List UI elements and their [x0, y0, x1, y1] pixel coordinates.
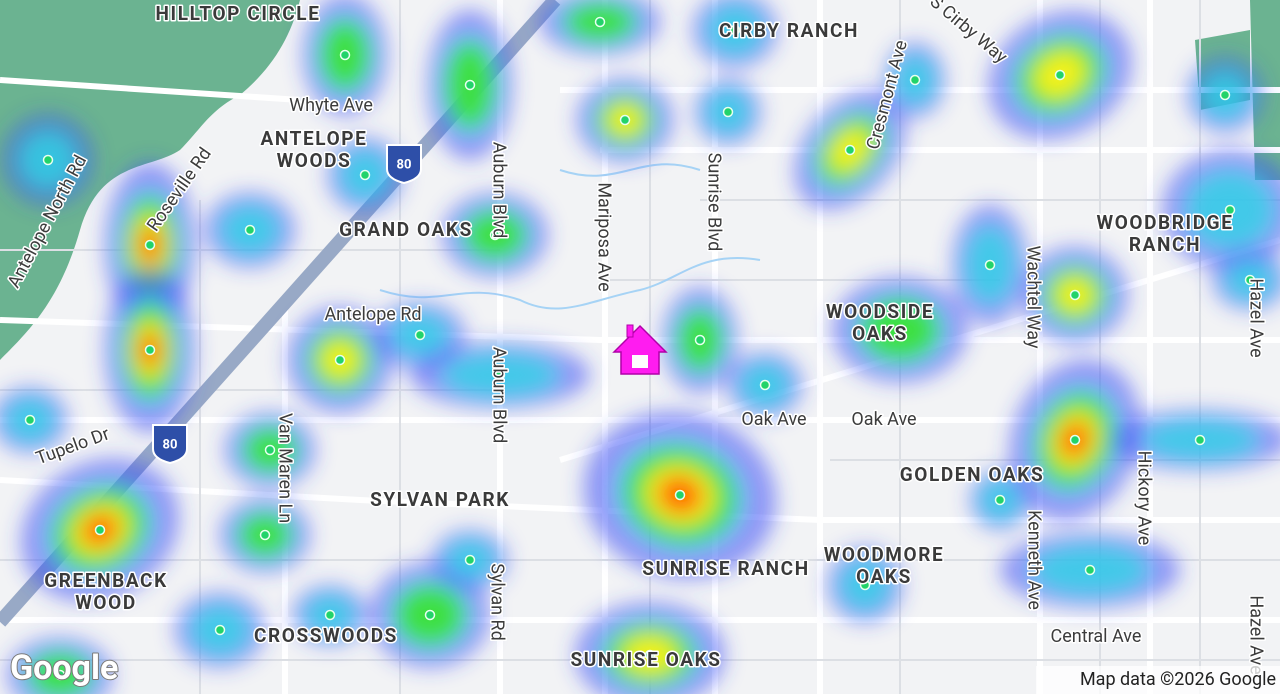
- street-label: Auburn Blvd: [488, 347, 509, 443]
- point: [54, 669, 66, 681]
- neighborhood-label: GOLDEN OAKS: [900, 463, 1045, 486]
- neighborhood-label: GREENBACK: [44, 569, 168, 592]
- point: [694, 334, 706, 346]
- point: [414, 329, 426, 341]
- point: [494, 369, 506, 381]
- google-logo: Google: [10, 648, 118, 688]
- point: [859, 579, 871, 591]
- home-marker: [612, 324, 668, 375]
- street-label: Wachtel Way: [1022, 246, 1043, 349]
- street-label: Hickory Ave: [1133, 451, 1154, 546]
- street-label: Whyte Ave: [289, 95, 373, 116]
- point: [674, 489, 686, 501]
- point: [994, 494, 1006, 506]
- point: [759, 379, 771, 391]
- point: [1219, 89, 1231, 101]
- point: [464, 79, 476, 91]
- shield-shape: [386, 144, 422, 185]
- point: [144, 239, 156, 251]
- street-label: Central Ave: [1051, 626, 1142, 647]
- point: [1244, 274, 1256, 286]
- point: [1084, 564, 1096, 576]
- point: [24, 414, 36, 426]
- point: [339, 49, 351, 61]
- point: [1054, 69, 1066, 81]
- waterways: [379, 163, 761, 310]
- street-label: Oak Ave: [741, 409, 806, 430]
- point: [259, 529, 271, 541]
- neighborhood-label: RANCH: [1129, 233, 1201, 256]
- point: [909, 74, 921, 86]
- point: [424, 609, 436, 621]
- neighborhood-label: CROSSWOODS: [254, 624, 398, 647]
- point: [984, 259, 996, 271]
- street-label: Hazel Ave: [1245, 595, 1266, 674]
- highway-shield: 80: [386, 144, 422, 185]
- shield-number: 80: [163, 437, 178, 452]
- point: [244, 224, 256, 236]
- attribution-bg: [1036, 666, 1280, 694]
- street-label: Mariposa Ave: [593, 182, 614, 291]
- point: [214, 624, 226, 636]
- street-label: Kenneth Ave: [1023, 510, 1044, 610]
- street-label: Sunrise Blvd: [703, 153, 724, 252]
- point: [334, 354, 346, 366]
- neighborhood-label: CIRBY RANCH: [719, 19, 859, 42]
- neighborhood-label: WOODMORE: [824, 543, 945, 566]
- point: [644, 649, 656, 661]
- point: [894, 324, 906, 336]
- street-label: Hazel Ave: [1245, 278, 1266, 357]
- neighborhood-label: SUNRISE RANCH: [642, 557, 809, 580]
- point: [94, 524, 106, 536]
- neighborhood-label: WOODS: [277, 149, 352, 172]
- point: [489, 229, 501, 241]
- point: [359, 169, 371, 181]
- neighborhood-label: HILLTOP CIRCLE: [156, 2, 321, 25]
- street-label: Van Maren Ln: [274, 413, 295, 523]
- point: [844, 144, 856, 156]
- point: [722, 106, 734, 118]
- point: [1069, 289, 1081, 301]
- highway-shield: 80: [152, 424, 188, 465]
- street-label: Antelope Rd: [324, 304, 421, 325]
- neighborhood-label: WOOD: [75, 591, 137, 614]
- points: [24, 16, 1256, 681]
- point: [1069, 434, 1081, 446]
- shield-shape: [152, 424, 188, 465]
- neighborhood-label: GRAND OAKS: [339, 218, 473, 241]
- point: [464, 554, 476, 566]
- point: [264, 444, 276, 456]
- neighborhood-label: WOODSIDE: [826, 300, 934, 323]
- point: [1224, 204, 1236, 216]
- street-label: Auburn Blvd: [488, 142, 509, 238]
- neighborhood-label: OAKS: [852, 322, 908, 345]
- neighborhood-label: SYLVAN PARK: [370, 488, 510, 511]
- neighborhood-label: ANTELOPE: [261, 127, 368, 150]
- neighborhood-label: WOODBRIDGE: [1096, 211, 1233, 234]
- street-label: Sylvan Rd: [486, 563, 507, 641]
- attribution: Map data ©2026 Google: [1080, 669, 1276, 690]
- neighborhood-label: OAKS: [856, 565, 912, 588]
- point: [42, 154, 54, 166]
- point: [729, 24, 741, 36]
- point: [144, 344, 156, 356]
- point: [594, 16, 606, 28]
- neighborhood-label: SUNRISE OAKS: [570, 648, 721, 671]
- point: [619, 114, 631, 126]
- point: [324, 609, 336, 621]
- point: [1194, 434, 1206, 446]
- shield-number: 80: [397, 157, 412, 172]
- street-label: Oak Ave: [851, 409, 916, 430]
